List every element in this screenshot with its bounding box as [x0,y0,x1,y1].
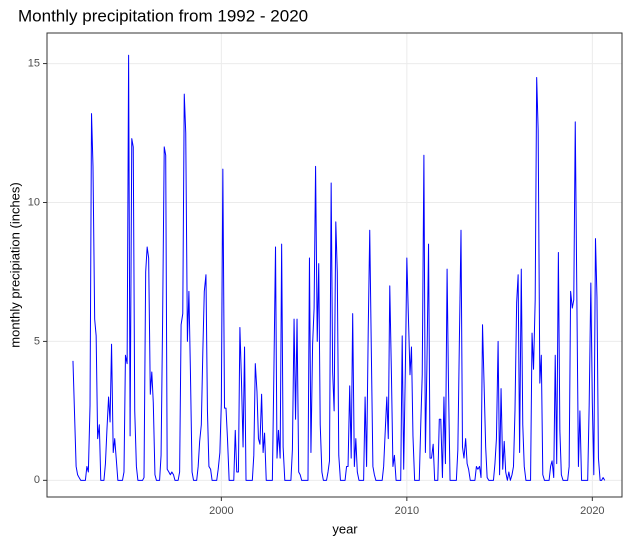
x-tick-label: 2000 [209,505,233,517]
panel-border [46,32,623,498]
y-tick-label: 15 [28,57,40,69]
x-axis-title: year [332,521,358,536]
y-tick-label: 10 [28,196,40,208]
x-tick-label: 2020 [580,505,604,517]
x-tick-label: 2010 [395,505,419,517]
y-axis-title: monthly precipiation (inches) [7,182,22,347]
y-tick-label: 0 [34,474,40,486]
y-tick-label: 5 [34,335,40,347]
chart-title: Monthly precipitation from 1992 - 2020 [18,6,308,25]
precipitation-line [72,54,606,481]
